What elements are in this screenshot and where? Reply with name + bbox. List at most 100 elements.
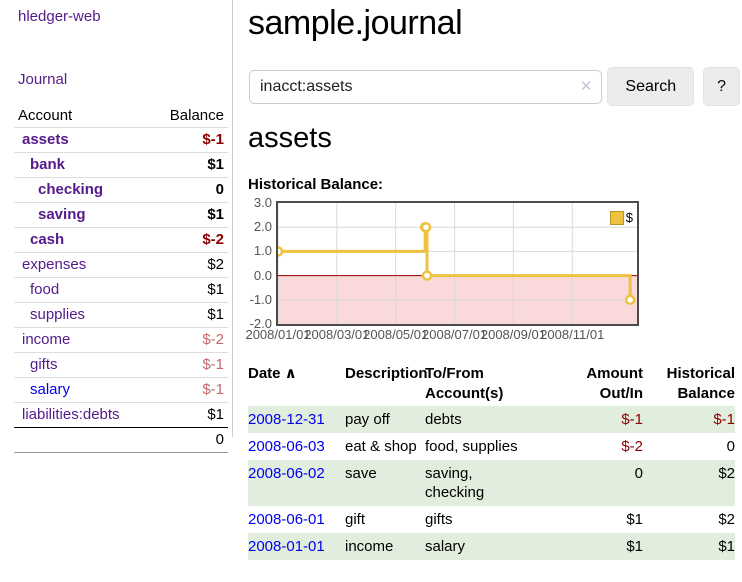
register-amount: $1 (626, 538, 643, 555)
search-input[interactable] (260, 70, 580, 103)
chart-plot-area[interactable]: $ (272, 201, 639, 326)
accounts-total-spacer (14, 428, 150, 453)
register-row: 2008-01-01 income salary $1 $1 (248, 533, 735, 560)
historical-balance-chart: 3.0 2.0 1.0 0.0 -1.0 -2.0 2008/01/01 2008/03/0… (240, 195, 742, 347)
chart-title: Historical Balance: (248, 176, 384, 193)
register-accounts: salary (425, 538, 466, 555)
accounts-balance-table: Account Balance assets $-1 bank $1 checking 0… (14, 104, 228, 453)
register-column-header[interactable]: Description (345, 365, 428, 382)
register-balance: 0 (726, 438, 735, 455)
sidebar-account-link[interactable]: food (30, 281, 60, 298)
sidebar-account-link[interactable]: cash (30, 231, 65, 248)
app-title-link[interactable]: hledger-web (18, 8, 101, 25)
register-column-header[interactable]: To/From Account(s) (425, 365, 504, 402)
register-amount: 0 (634, 465, 643, 482)
sidebar-account-link[interactable]: bank (30, 156, 66, 173)
register-amount: $-1 (621, 411, 643, 428)
account-row: gifts $-1 (14, 352, 228, 378)
search-box: ✕ (249, 69, 603, 104)
accounts-table-header: Account Balance (14, 104, 228, 128)
register-description: eat & shop (345, 438, 417, 455)
account-row: income $-2 (14, 327, 228, 353)
sidebar-account-link[interactable]: assets (22, 131, 69, 148)
accounts-total-value: 0 (215, 431, 224, 448)
register-column-header[interactable]: Amount Out/In (586, 365, 643, 402)
register-row: 2008-06-02 save saving, checking 0 $2 (248, 460, 735, 506)
y-axis-tick-label: -1.0 (249, 291, 272, 307)
register-date-link[interactable]: 2008-06-03 (248, 438, 325, 455)
account-balance: $-2 (202, 231, 224, 248)
account-row: saving $1 (14, 202, 228, 228)
register-date-link[interactable]: 2008-06-02 (248, 465, 325, 482)
register-amount: $1 (626, 511, 643, 528)
y-axis-tick-label: 0.0 (253, 267, 272, 283)
help-button[interactable]: ? (703, 67, 740, 106)
register-date-link[interactable]: 2008-06-01 (248, 511, 325, 528)
account-row: cash $-2 (14, 227, 228, 253)
clear-search-icon[interactable]: ✕ (579, 77, 593, 95)
sidebar-account-link[interactable]: salary (30, 381, 71, 398)
y-axis-tick-label: -2.0 (249, 316, 272, 331)
register-balance: $1 (718, 538, 735, 555)
register-header-row: Date ∧ Description To/From Account(s) Amoun… (248, 362, 735, 406)
register-date-link[interactable]: 2008-12-31 (248, 411, 325, 428)
register-description: gift (345, 511, 366, 528)
account-row: supplies $1 (14, 302, 228, 328)
account-row: assets $-1 (14, 127, 228, 153)
sidebar-account-link[interactable]: liabilities:debts (22, 406, 120, 423)
search-button[interactable]: Search (607, 67, 695, 106)
register-column-header[interactable]: Date ∧ (248, 365, 297, 382)
y-axis-tick-label: 2.0 (253, 219, 272, 235)
register-row: 2008-06-01 gift gifts $1 $2 (248, 506, 735, 533)
account-balance: $1 (207, 156, 224, 173)
account-balance: $1 (207, 281, 224, 298)
account-balance: $-1 (202, 381, 224, 398)
register-column-header[interactable]: Historical Balance (666, 365, 735, 402)
page-title: sample.journal (248, 4, 463, 42)
register-amount: $-2 (621, 438, 643, 455)
y-axis-tick-label: 1.0 (253, 243, 272, 259)
register-balance: $2 (718, 511, 735, 528)
account-balance: $1 (207, 306, 224, 323)
register-table: Date ∧ Description To/From Account(s) Amoun… (248, 362, 735, 560)
y-axis-tick-label: 3.0 (253, 195, 272, 210)
register-balance: $-1 (713, 411, 735, 428)
sidebar-account-link[interactable]: supplies (30, 306, 86, 323)
sidebar-account-link[interactable]: income (22, 331, 71, 348)
account-balance: $1 (207, 206, 224, 223)
search-bar: ✕ Search ? (249, 67, 740, 106)
register-description: pay off (345, 411, 390, 428)
x-axis-tick-label: 2008/05/01 (363, 327, 429, 342)
account-row: food $1 (14, 277, 228, 303)
x-axis-tick-label: 2008/09/01 (480, 327, 546, 342)
balance-column-header: Balance (169, 107, 224, 124)
register-row: 2008-06-03 eat & shop food, supplies $-2 0 (248, 433, 735, 460)
chart-canvas (272, 203, 637, 324)
account-row: salary $-1 (14, 377, 228, 403)
sidebar-item-journal[interactable]: Journal (18, 71, 68, 88)
register-accounts: debts (425, 411, 462, 428)
sidebar-account-link[interactable]: gifts (30, 356, 58, 373)
sidebar-account-link[interactable]: saving (38, 206, 86, 223)
legend-swatch-icon (609, 210, 624, 225)
x-axis-tick-label: 2008/03/01 (304, 327, 370, 342)
x-axis-tick-label: 2008/07/01 (422, 327, 488, 342)
account-row: bank $1 (14, 152, 228, 178)
register-description: save (345, 465, 377, 482)
sidebar-divider (232, 0, 233, 437)
account-row: liabilities:debts $1 (14, 402, 228, 428)
x-axis-tick-label: 2008/01/01 (245, 327, 311, 342)
chart-legend: $ (609, 210, 633, 225)
sidebar-account-link[interactable]: checking (38, 181, 104, 198)
legend-label: $ (625, 210, 633, 225)
register-balance: $2 (718, 465, 735, 482)
account-balance: $-1 (202, 131, 224, 148)
accounts-total-row: 0 (14, 427, 228, 453)
register-description: income (345, 538, 394, 555)
sidebar-account-link[interactable]: expenses (22, 256, 87, 273)
account-row: checking 0 (14, 177, 228, 203)
account-balance: $-2 (202, 331, 224, 348)
account-row: expenses $2 (14, 252, 228, 278)
register-date-link[interactable]: 2008-01-01 (248, 538, 325, 555)
